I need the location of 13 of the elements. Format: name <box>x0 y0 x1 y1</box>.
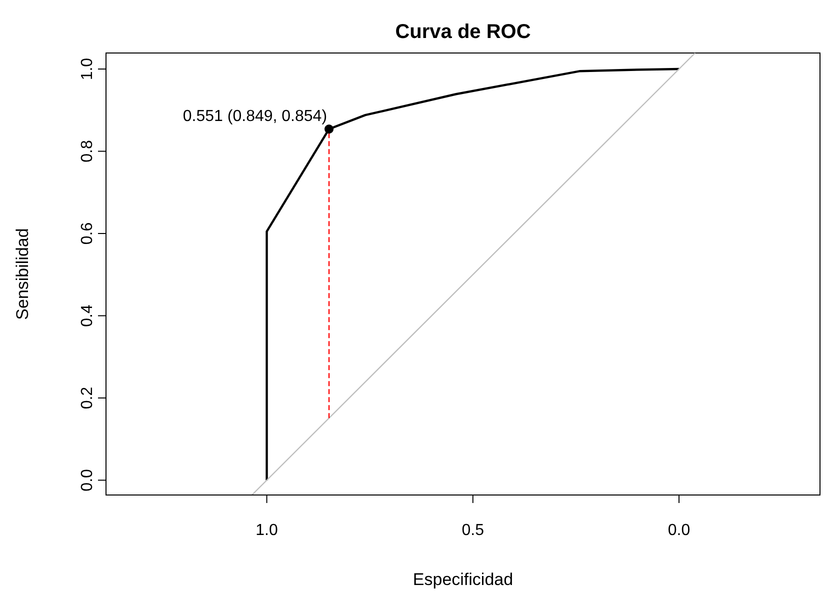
annotation: 0.551 (0.849, 0.854) <box>182 108 328 126</box>
y-tick-label: 0.2 <box>79 386 96 410</box>
y-tick-label: 0.6 <box>79 222 96 245</box>
chart-title: Curva de ROC <box>395 21 531 43</box>
x-tick-label: 0.5 <box>462 522 484 539</box>
x-tick-label: 0.0 <box>668 522 690 539</box>
x-axis-title: Especificidad <box>412 570 514 589</box>
y-tick-label: 0.4 <box>79 304 96 327</box>
y-tick-label: 0.0 <box>79 468 96 492</box>
y-tick-label: 0.8 <box>79 140 96 162</box>
x-tick-label: 1.0 <box>256 522 278 539</box>
y-tick-label: 1.0 <box>79 58 96 80</box>
y-axis-title: Sensibilidad <box>13 228 32 320</box>
